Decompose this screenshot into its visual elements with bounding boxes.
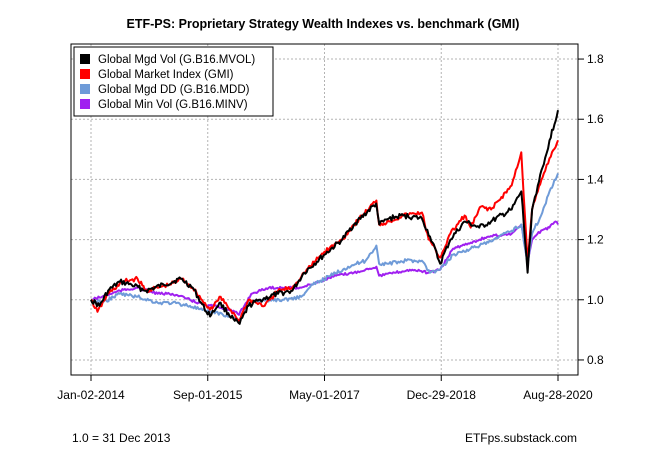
chart-title: ETF-PS: Proprietary Strategy Wealth Inde…: [127, 17, 520, 31]
legend-label: Global Min Vol (G.B16.MINV): [98, 99, 248, 111]
y-tick-label: 1.8: [587, 52, 604, 66]
y-tick-label: 1.4: [587, 172, 604, 186]
x-tick-label: Sep-01-2015: [173, 388, 243, 402]
footer-base-note: 1.0 = 31 Dec 2013: [72, 431, 171, 445]
series-lines: [90, 110, 559, 325]
legend-label: Global Mgd Vol (G.B16.MVOL): [98, 54, 255, 66]
y-tick-label: 1.2: [587, 233, 604, 247]
y-axis: 0.8 1.0 1.2 1.4 1.6 1.8: [577, 52, 604, 367]
y-tick-label: 0.8: [587, 353, 604, 367]
x-axis: Jan-02-2014 Sep-01-2015 May-01-2017 Dec-29-…: [57, 374, 593, 402]
y-tick-label: 1.6: [587, 112, 604, 126]
footer-source: ETFps.substack.com: [465, 431, 577, 445]
y-tick-label: 1.0: [587, 293, 604, 307]
x-tick-label: Aug-28-2020: [523, 388, 593, 402]
legend-swatch: [80, 69, 90, 79]
legend: Global Mgd Vol (G.B16.MVOL) Global Market…: [73, 46, 274, 117]
x-tick-label: May-01-2017: [289, 388, 360, 402]
x-tick-label: Dec-29-2018: [407, 388, 477, 402]
legend-swatch: [80, 84, 90, 94]
legend-label: Global Mgd DD (G.B16.MDD): [98, 84, 250, 96]
series-line: [90, 173, 559, 322]
x-tick-label: Jan-02-2014: [57, 388, 125, 402]
series-line: [90, 110, 559, 325]
legend-box: [73, 46, 274, 117]
legend-swatch: [80, 54, 90, 64]
legend-swatch: [80, 99, 90, 109]
legend-label: Global Market Index (GMI): [98, 69, 234, 81]
